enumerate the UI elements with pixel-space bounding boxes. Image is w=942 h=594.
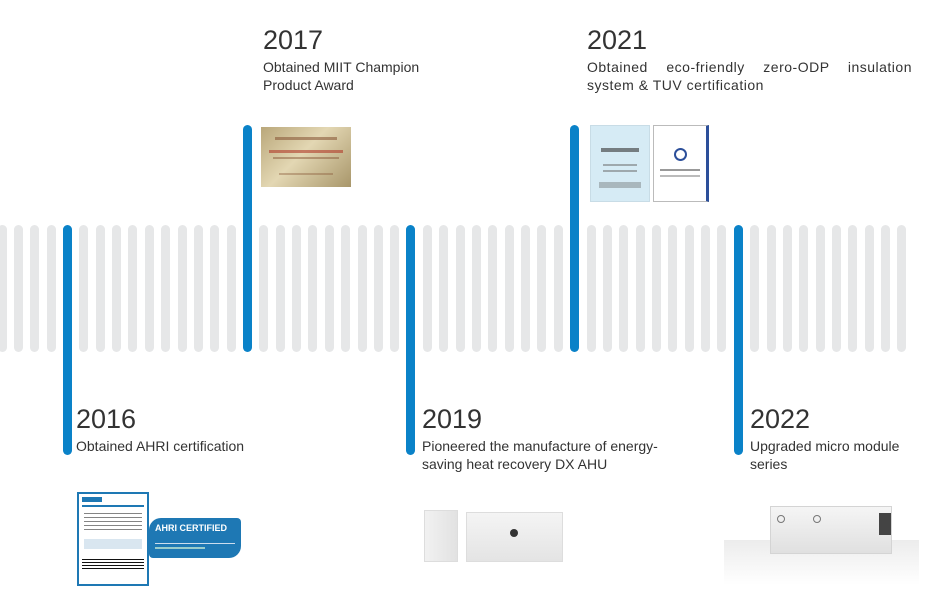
timeline-tick	[79, 225, 89, 352]
milestone-year: 2022	[750, 404, 811, 434]
timeline-tick	[504, 225, 514, 352]
timeline-marker-2019	[406, 225, 415, 455]
timeline-tick	[619, 225, 629, 352]
timeline-tick	[95, 225, 105, 352]
award-plaque-image	[261, 127, 351, 187]
ahu-unit-image	[466, 512, 563, 562]
timeline-marker-2016	[63, 225, 72, 455]
timeline-tick	[144, 225, 154, 352]
timeline-tick	[390, 225, 400, 352]
timeline-tick	[308, 225, 318, 352]
timeline-tick	[848, 225, 858, 352]
timeline-tick	[635, 225, 645, 352]
timeline-tick	[652, 225, 661, 352]
milestone-year: 2016	[76, 404, 137, 434]
timeline-tick	[717, 225, 727, 352]
timeline-tick	[128, 225, 138, 352]
timeline-tick	[439, 225, 449, 352]
timeline-tick	[275, 225, 285, 352]
milestone-year: 2017	[263, 25, 324, 55]
timeline-tick	[341, 225, 351, 352]
milestone-text: Obtained AHRI certification	[76, 438, 245, 454]
milestone-year: 2019	[422, 404, 483, 434]
timeline-tick	[177, 225, 187, 352]
ahri-certificate-image	[77, 492, 149, 586]
timeline-marker-2022	[734, 225, 743, 455]
timeline-tick	[46, 225, 56, 352]
badge-text: AHRI CERTIFIED	[155, 523, 227, 533]
milestone-text: Obtained eco-friendly zero-ODP insulatio…	[587, 59, 912, 93]
milestone-text: Obtained MIIT Champion Product Award	[263, 59, 420, 93]
timeline-tick	[210, 225, 220, 352]
timeline-marker-2021	[570, 125, 579, 352]
timeline-tick	[324, 225, 334, 352]
timeline-tick	[782, 225, 792, 352]
timeline-tick	[373, 225, 383, 352]
timeline-tick	[472, 225, 482, 352]
timeline-tick	[864, 225, 874, 352]
timeline-tick	[799, 225, 809, 352]
timeline-tick	[750, 225, 760, 352]
timeline-tick	[766, 225, 776, 352]
test-report-image	[590, 125, 650, 202]
timeline-tick	[602, 225, 612, 352]
milestone-text: Upgraded micro module series	[750, 438, 900, 472]
ahri-certified-badge: AHRI CERTIFIED	[149, 518, 241, 558]
milestone-year: 2021	[587, 25, 648, 55]
outdoor-unit-image	[424, 510, 458, 562]
timeline-marker-2017	[243, 125, 252, 352]
timeline-tick	[259, 225, 269, 352]
timeline-tick	[357, 225, 367, 352]
timeline-tick	[226, 225, 236, 352]
timeline-tick	[422, 225, 432, 352]
timeline-tick	[292, 225, 302, 352]
timeline-tick	[455, 225, 465, 352]
timeline-tick	[668, 225, 678, 352]
timeline-tick	[30, 225, 40, 352]
milestone-text: Pioneered the manufacture of energy-savi…	[422, 438, 658, 472]
timeline-tick	[193, 225, 203, 352]
timeline-tick	[521, 225, 531, 352]
timeline-tick	[488, 225, 498, 352]
micro-module-ahu-image	[770, 506, 892, 554]
timeline-tick	[897, 225, 907, 352]
timeline-tick	[684, 225, 694, 352]
timeline-tick	[112, 225, 122, 352]
timeline-tick	[553, 225, 563, 352]
tuv-certificate-image	[653, 125, 709, 202]
timeline-tick	[586, 225, 596, 352]
timeline-tick	[0, 225, 7, 352]
timeline-tick	[831, 225, 841, 352]
timeline-tick	[537, 225, 547, 352]
timeline-tick	[13, 225, 23, 352]
timeline-tick	[881, 225, 891, 352]
timeline-tick	[815, 225, 825, 352]
timeline-tick	[701, 225, 711, 352]
timeline-tick	[161, 225, 171, 352]
